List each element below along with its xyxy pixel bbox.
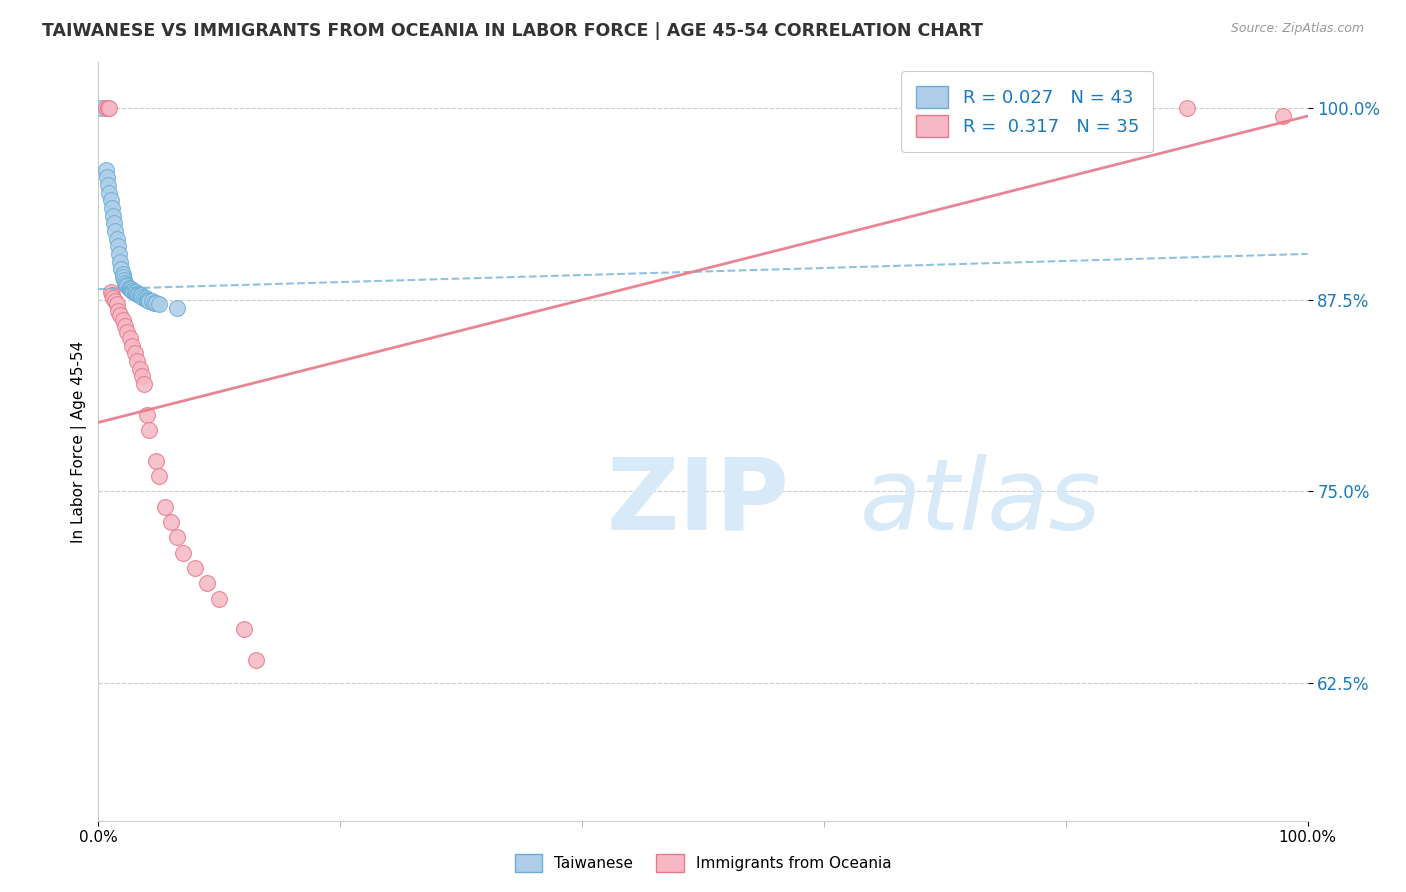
Point [97, 102, 120, 116]
Point [105, 231, 128, 245]
Point [120, 282, 142, 296]
Point [101, 291, 124, 305]
Point [108, 308, 131, 322]
Point [114, 276, 136, 290]
Point [94, 162, 117, 177]
Point [127, 286, 149, 301]
Point [141, 294, 163, 309]
Legend: R = 0.027   N = 43, R =  0.317   N = 35: R = 0.027 N = 43, R = 0.317 N = 35 [901, 71, 1153, 152]
Point [208, 591, 231, 606]
Point [148, 469, 170, 483]
Point [105, 297, 128, 311]
Point [166, 301, 188, 315]
Point [166, 530, 188, 544]
Point [172, 545, 194, 559]
Point [184, 561, 207, 575]
Point [101, 209, 124, 223]
Point [110, 262, 132, 277]
Point [97, 178, 120, 192]
Point [98, 186, 121, 200]
Point [100, 285, 122, 300]
Point [124, 346, 146, 360]
Point [100, 288, 122, 302]
Point [160, 515, 183, 529]
Text: TAIWANESE VS IMMIGRANTS FROM OCEANIA IN LABOR FORCE | AGE 45-54 CORRELATION CHAR: TAIWANESE VS IMMIGRANTS FROM OCEANIA IN … [42, 22, 983, 40]
Text: Source: ZipAtlas.com: Source: ZipAtlas.com [1230, 22, 1364, 36]
Point [121, 339, 143, 353]
Point [138, 423, 160, 437]
Point [122, 284, 145, 298]
Point [134, 291, 156, 305]
Point [145, 453, 167, 467]
Point [104, 224, 127, 238]
Point [135, 291, 157, 305]
Point [124, 285, 146, 300]
Point [148, 297, 170, 311]
Point [111, 269, 134, 284]
Legend: Taiwanese, Immigrants from Oceania: Taiwanese, Immigrants from Oceania [508, 846, 898, 880]
Point [118, 282, 141, 296]
Point [135, 408, 157, 422]
Point [94, 102, 117, 116]
Point [127, 286, 149, 301]
Point [111, 312, 134, 326]
Point [143, 296, 166, 310]
Point [195, 576, 218, 591]
Y-axis label: In Labor Force | Age 45-54: In Labor Force | Age 45-54 [72, 341, 87, 542]
Point [117, 279, 139, 293]
Text: atlas: atlas [860, 454, 1102, 550]
Point [131, 290, 153, 304]
Point [100, 194, 122, 208]
Point [232, 622, 254, 636]
Point [136, 293, 159, 307]
Point [135, 293, 157, 307]
Point [96, 170, 118, 185]
Point [138, 294, 160, 309]
Point [104, 294, 127, 309]
Point [103, 216, 125, 230]
Point [108, 254, 131, 268]
Point [134, 377, 156, 392]
Point [145, 296, 167, 310]
Point [128, 361, 150, 376]
Point [98, 102, 121, 116]
Point [90, 102, 112, 116]
Point [125, 285, 148, 300]
Point [111, 267, 134, 281]
Point [1175, 102, 1198, 116]
Point [128, 288, 150, 302]
Point [131, 369, 153, 384]
Point [108, 247, 131, 261]
Point [118, 280, 141, 294]
Point [245, 653, 267, 667]
Point [117, 325, 139, 339]
Point [112, 273, 135, 287]
Text: ZIP: ZIP [606, 454, 789, 550]
Point [107, 303, 129, 318]
Point [121, 284, 143, 298]
Point [107, 239, 129, 253]
Point [127, 354, 149, 368]
Point [100, 201, 122, 215]
Point [129, 288, 152, 302]
Point [118, 331, 141, 345]
Point [1272, 109, 1295, 123]
Point [114, 318, 136, 333]
Point [153, 500, 176, 514]
Point [115, 277, 138, 292]
